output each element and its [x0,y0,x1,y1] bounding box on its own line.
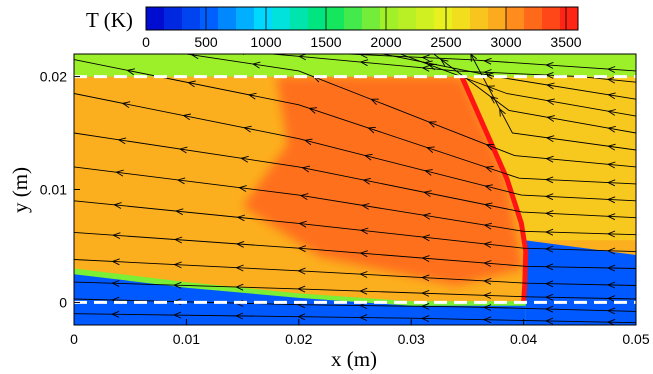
colorbar-title: T (K) [86,8,133,32]
streamline-arrow [130,44,137,50]
colorbar-cell [290,7,309,30]
colorbar-cell [236,7,255,30]
colorbar-cell [506,7,525,30]
colorbar-tick-label: 500 [194,34,218,50]
x-tick-label: 0 [70,331,78,347]
colorbar-cell [308,7,327,30]
colorbar-cell [164,7,183,30]
colorbar-cell [524,7,543,30]
colorbar-cell [542,7,561,30]
colorbar-cell [182,7,201,30]
streamline-arrow [176,43,183,49]
colorbar-cell [146,7,165,30]
colorbar-tick-label: 0 [142,34,150,50]
colorbar-cell [344,7,363,30]
colorbar-cell [362,7,381,30]
colorbar-tick-label: 1000 [250,34,281,50]
colorbar-tick-label: 2000 [370,34,401,50]
colorbar-tick-label: 3500 [550,34,581,50]
y-axis-title: y (m) [8,167,32,213]
y-tick-label: 0.02 [40,69,67,85]
y-tick-label: 0 [59,294,67,310]
colorbar-cell [560,7,579,30]
colorbar-cell [434,7,453,30]
colorbar-cell [200,7,219,30]
colorbar-cell [488,7,507,30]
colorbar-cell [380,7,399,30]
x-tick-label: 0.03 [398,331,425,347]
x-tick-label: 0.04 [510,331,537,347]
colorbar-cell [272,7,291,30]
colorbar: T (K) 0 500 1000 1500 2000 2500 3000 3500 [86,7,582,50]
x-tick-label: 0.05 [622,331,649,347]
colorbar-cell [452,7,471,30]
streamline-arrow [114,38,121,44]
contour-field [74,37,636,325]
colorbar-cells [146,7,579,30]
colorbar-cell [470,7,489,30]
x-tick-label: 0.02 [285,331,312,347]
colorbar-tick-label: 1500 [310,34,341,50]
colorbar-cell [326,7,345,30]
colorbar-cell [398,7,417,30]
colorbar-cell [218,7,237,30]
colorbar-tick-label: 2500 [430,34,461,50]
colorbar-tick-label: 3000 [490,34,521,50]
x-tick-label: 0.01 [173,331,200,347]
colorbar-cell [254,7,273,30]
colorbar-cell [416,7,435,30]
region-incoming-cold-jet [524,240,636,325]
x-axis-title: x (m) [331,347,377,371]
y-tick-label: 0.01 [40,182,67,198]
